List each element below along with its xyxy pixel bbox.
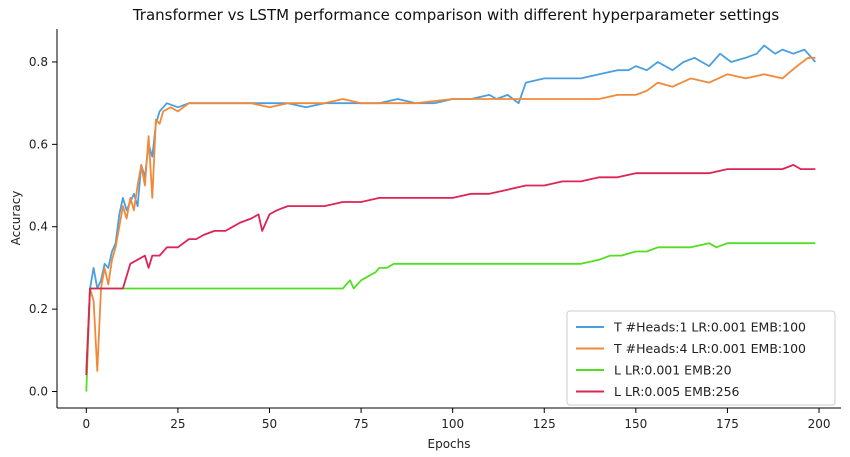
x-tick-label: 75 [353, 417, 368, 431]
chart-title: Transformer vs LSTM performance comparis… [132, 6, 779, 24]
series-line-4 [85, 163, 816, 376]
y-tick-label: 0.0 [29, 385, 48, 399]
y-ticks: 0.0 0.2 0.4 0.6 0.8 [29, 55, 57, 399]
y-axis-label: Accuracy [9, 191, 23, 246]
legend-label-2: T #Heads:4 LR:0.001 EMB:100 [613, 341, 806, 356]
legend: T #Heads:1 LR:0.001 EMB:100 T #Heads:4 LR… [566, 310, 836, 406]
y-tick-label: 0.8 [29, 55, 48, 69]
x-tick-label: 200 [808, 417, 831, 431]
x-tick-label: 100 [441, 417, 464, 431]
legend-label-3: L LR:0.001 EMB:20 [614, 363, 732, 378]
x-axis-label: Epochs [428, 437, 471, 451]
legend-box [566, 310, 836, 406]
x-tick-label: 125 [533, 417, 556, 431]
x-tick-label: 175 [716, 417, 739, 431]
y-tick-label: 0.6 [29, 137, 48, 151]
x-tick-label: 25 [170, 417, 185, 431]
legend-label-1: T #Heads:1 LR:0.001 EMB:100 [613, 320, 806, 335]
x-ticks: 0 25 50 75 100 125 150 175 200 [82, 408, 830, 431]
series-line-2 [85, 56, 816, 372]
x-tick-label: 150 [624, 417, 647, 431]
series-layer [85, 44, 817, 392]
x-tick-label: 0 [82, 417, 90, 431]
legend-label-4: L LR:0.005 EMB:256 [614, 384, 740, 399]
y-tick-label: 0.2 [29, 302, 48, 316]
y-tick-label: 0.4 [29, 220, 48, 234]
series-line-1 [85, 44, 817, 376]
series-line-3 [85, 242, 816, 392]
x-tick-label: 50 [262, 417, 277, 431]
